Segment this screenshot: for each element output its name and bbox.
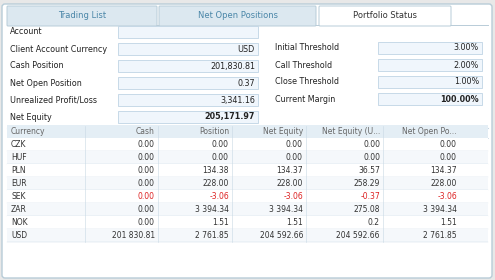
Bar	[118, 60, 258, 72]
Bar	[378, 42, 482, 54]
Text: 0.00: 0.00	[138, 140, 155, 149]
Bar	[118, 43, 258, 55]
Bar	[118, 26, 258, 38]
Text: 2.00%: 2.00%	[453, 60, 479, 69]
Text: Cash: Cash	[136, 127, 155, 137]
Text: HUF: HUF	[11, 153, 27, 162]
Text: ZAR: ZAR	[11, 205, 27, 214]
Bar	[118, 77, 258, 89]
Bar	[7, 164, 488, 177]
Text: 0.00: 0.00	[138, 153, 155, 162]
FancyBboxPatch shape	[7, 6, 157, 26]
Text: PLN: PLN	[11, 166, 26, 175]
Text: 0.00: 0.00	[138, 205, 155, 214]
Text: 228.00: 228.00	[202, 179, 229, 188]
Text: 0.00: 0.00	[138, 218, 155, 227]
Text: 2 761.85: 2 761.85	[196, 231, 229, 240]
Text: 0.00: 0.00	[286, 140, 303, 149]
Text: Initial Threshold: Initial Threshold	[275, 43, 339, 53]
Text: 0.00: 0.00	[138, 166, 155, 175]
Text: 0.00: 0.00	[440, 153, 457, 162]
Text: 201,830.81: 201,830.81	[210, 62, 255, 71]
Text: 0.00: 0.00	[212, 153, 229, 162]
Text: Portfolio Status: Portfolio Status	[353, 11, 417, 20]
FancyBboxPatch shape	[2, 4, 492, 278]
Text: Net Equity (U...: Net Equity (U...	[322, 127, 380, 137]
Text: Account: Account	[10, 27, 43, 36]
Text: 0.2: 0.2	[368, 218, 380, 227]
Text: Trading List: Trading List	[58, 11, 106, 20]
Text: NOK: NOK	[11, 218, 28, 227]
Text: SEK: SEK	[11, 192, 26, 201]
Text: USD: USD	[11, 231, 27, 240]
Text: 3.00%: 3.00%	[454, 43, 479, 53]
Text: 3,341.16: 3,341.16	[220, 95, 255, 104]
Bar	[7, 138, 488, 151]
Bar	[7, 177, 488, 190]
Text: 0.00: 0.00	[440, 140, 457, 149]
Text: 1.51: 1.51	[212, 218, 229, 227]
Text: -0.37: -0.37	[360, 192, 380, 201]
Bar	[7, 229, 488, 242]
Text: 204 592.66: 204 592.66	[337, 231, 380, 240]
Text: 3 394.34: 3 394.34	[195, 205, 229, 214]
Text: Net Equity: Net Equity	[10, 113, 52, 122]
Bar	[7, 216, 488, 229]
Text: 3 394.34: 3 394.34	[269, 205, 303, 214]
Text: -3.06: -3.06	[283, 192, 303, 201]
Bar	[7, 125, 488, 138]
Text: 134.37: 134.37	[276, 166, 303, 175]
Text: 0.00: 0.00	[363, 153, 380, 162]
Text: Currency: Currency	[11, 127, 46, 137]
Bar	[378, 93, 482, 105]
Bar	[378, 76, 482, 88]
Text: Client Account Currency: Client Account Currency	[10, 45, 107, 53]
Text: 1.00%: 1.00%	[454, 78, 479, 87]
Text: -3.06: -3.06	[209, 192, 229, 201]
Text: 134.37: 134.37	[430, 166, 457, 175]
Text: Call Threshold: Call Threshold	[275, 60, 332, 69]
Bar	[7, 190, 488, 203]
Text: 201 830.81: 201 830.81	[112, 231, 155, 240]
Text: Position: Position	[199, 127, 229, 137]
Text: 258.29: 258.29	[353, 179, 380, 188]
Text: 0.37: 0.37	[238, 78, 255, 87]
Text: EUR: EUR	[11, 179, 27, 188]
Text: 0.00: 0.00	[138, 192, 155, 201]
Text: 1.51: 1.51	[286, 218, 303, 227]
Text: 275.08: 275.08	[353, 205, 380, 214]
Text: Net Open Positions: Net Open Positions	[198, 11, 278, 20]
Text: 0.00: 0.00	[286, 153, 303, 162]
Text: USD: USD	[238, 45, 255, 53]
Text: -3.06: -3.06	[437, 192, 457, 201]
Text: Cash Position: Cash Position	[10, 62, 63, 71]
Text: 228.00: 228.00	[277, 179, 303, 188]
FancyBboxPatch shape	[319, 6, 451, 26]
Text: 2 761.85: 2 761.85	[423, 231, 457, 240]
Text: 228.00: 228.00	[431, 179, 457, 188]
Bar	[118, 94, 258, 106]
Text: 0.00: 0.00	[138, 179, 155, 188]
Text: 0.00: 0.00	[363, 140, 380, 149]
Bar	[118, 111, 258, 123]
Text: CZK: CZK	[11, 140, 27, 149]
Text: Close Threshold: Close Threshold	[275, 78, 339, 87]
Text: Net Open Po...: Net Open Po...	[402, 127, 457, 137]
Text: Net Open Position: Net Open Position	[10, 78, 82, 87]
Text: Net Equity: Net Equity	[263, 127, 303, 137]
Text: 36.57: 36.57	[358, 166, 380, 175]
Bar	[7, 203, 488, 216]
Bar	[378, 59, 482, 71]
Text: 134.38: 134.38	[202, 166, 229, 175]
Text: Current Margin: Current Margin	[275, 95, 335, 104]
Text: 205,171.97: 205,171.97	[204, 113, 255, 122]
Text: 100.00%: 100.00%	[441, 95, 479, 104]
Bar	[7, 151, 488, 164]
Text: Unrealized Profit/Loss: Unrealized Profit/Loss	[10, 95, 97, 104]
Text: 1.51: 1.51	[440, 218, 457, 227]
Text: 0.00: 0.00	[212, 140, 229, 149]
Text: 204 592.66: 204 592.66	[259, 231, 303, 240]
FancyBboxPatch shape	[159, 6, 316, 26]
Text: 3 394.34: 3 394.34	[423, 205, 457, 214]
